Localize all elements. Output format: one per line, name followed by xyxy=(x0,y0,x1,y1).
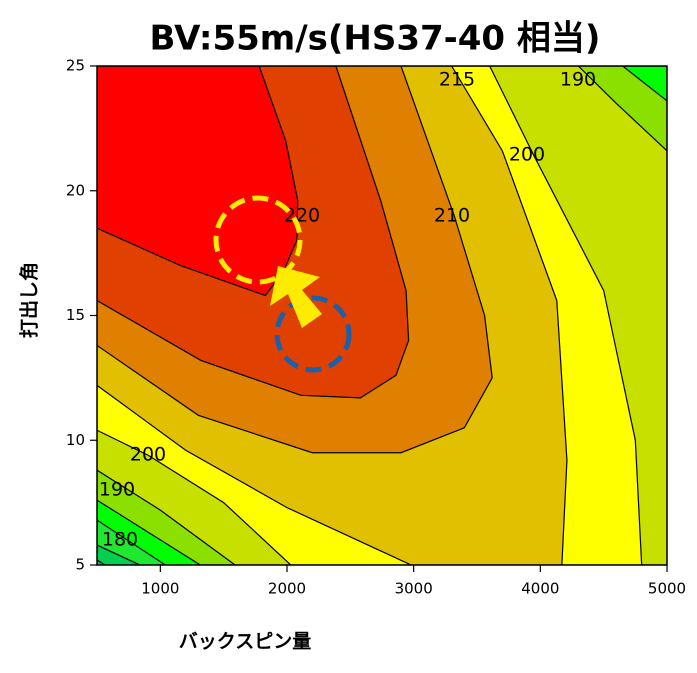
highlight-circle xyxy=(274,295,352,373)
x-tick-label: 1000 xyxy=(141,580,179,598)
highlight-circle xyxy=(213,195,303,285)
y-tick-label: 15 xyxy=(66,306,85,324)
contour-label: 220 xyxy=(284,205,320,227)
x-tick-label: 5000 xyxy=(648,580,686,598)
y-axis-label: 打出し角 xyxy=(18,262,41,338)
y-tick-label: 10 xyxy=(66,431,85,449)
contour-label: 200 xyxy=(509,144,545,166)
x-tick-label: 3000 xyxy=(395,580,433,598)
y-tick-label: 20 xyxy=(66,181,85,199)
contour-label: 190 xyxy=(99,479,135,501)
y-tick-label: 25 xyxy=(66,57,85,75)
y-tick-label: 5 xyxy=(75,556,85,574)
plot-area xyxy=(97,66,667,565)
arrow xyxy=(270,266,322,328)
x-axis-label: バックスピン量 xyxy=(179,631,311,653)
contour-label: 190 xyxy=(560,69,596,91)
contour-label: 215 xyxy=(439,69,475,91)
contour-label: 210 xyxy=(434,205,470,227)
x-tick-label: 4000 xyxy=(521,580,559,598)
x-tick-label: 2000 xyxy=(268,580,306,598)
contour-label: 200 xyxy=(130,444,166,466)
overlay: 215 200 200 190 190 180 210 220 1000 2000 3000 4000… xyxy=(66,57,686,598)
chart-title: BV:55m/s(HS37-40 相当) xyxy=(150,19,601,59)
contour-label: 180 xyxy=(102,529,138,551)
